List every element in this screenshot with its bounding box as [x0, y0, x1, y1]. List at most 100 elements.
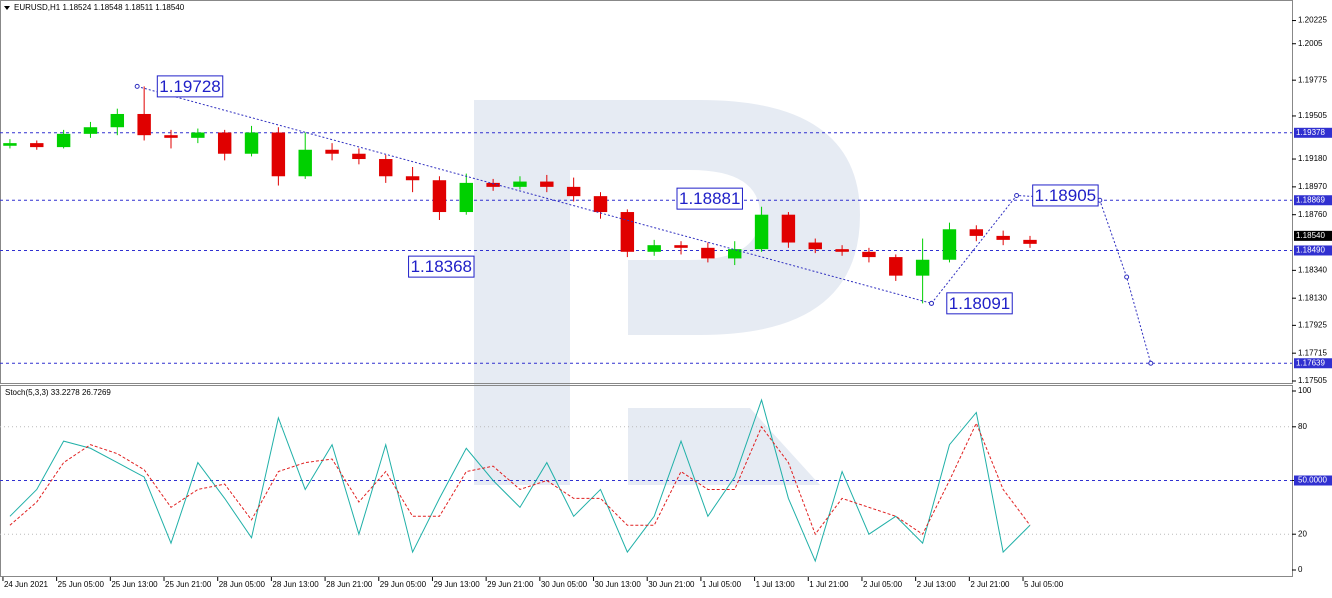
current-price-tag [1294, 230, 1332, 241]
candle-body [379, 159, 393, 177]
x-tick-label: 24 Jun 2021 [4, 580, 49, 589]
trendline-point [134, 83, 140, 89]
forecast-point [928, 300, 934, 306]
candle-body [942, 229, 957, 260]
y-tick-label: 50.0000 [1298, 476, 1327, 485]
candle-body [808, 242, 822, 250]
candle-body [889, 257, 903, 276]
level-label: 1.19378 [1296, 128, 1325, 137]
annotation-label: 1.18905 [1035, 186, 1096, 205]
x-tick-label: 5 Jul 05:00 [1024, 580, 1064, 589]
level-tag [1294, 358, 1332, 369]
menu-arrow [4, 6, 10, 10]
candle-body [271, 132, 286, 177]
candle-body [566, 186, 581, 197]
annotation-box [408, 255, 475, 278]
candle-body [110, 113, 125, 128]
candle-body [30, 143, 44, 148]
candle-body [540, 181, 554, 187]
x-tick-label: 30 Jun 21:00 [648, 580, 695, 589]
x-tick-label: 28 Jun 05:00 [219, 580, 266, 589]
level-tag [1294, 245, 1332, 256]
level-tag [1294, 475, 1332, 486]
x-tick-label: 2 Jul 13:00 [917, 580, 957, 589]
candle-body [593, 196, 608, 213]
candle-body [137, 113, 151, 136]
y-tick-label: 1.20225 [1298, 16, 1327, 25]
candle-body [459, 182, 473, 213]
x-tick-label: 25 Jun 21:00 [165, 580, 212, 589]
candle-body [191, 132, 205, 138]
y-tick-label: 1.19775 [1298, 75, 1327, 84]
x-tick-label: 25 Jun 05:00 [58, 580, 105, 589]
forecast-point [1124, 274, 1130, 280]
candle-body [728, 249, 742, 259]
y-tick-label: 0 [1298, 565, 1303, 574]
stoch-line [9, 421, 1031, 536]
candle-body [647, 245, 661, 252]
candle-body [486, 182, 500, 187]
x-tick-label: 28 Jun 13:00 [272, 580, 319, 589]
y-tick-label: 1.18340 [1298, 265, 1327, 274]
y-tick-label: 1.18760 [1298, 210, 1327, 219]
x-tick-label: 2 Jul 21:00 [970, 580, 1010, 589]
y-tick-label: 1.18130 [1298, 293, 1327, 302]
candle-body [83, 127, 98, 134]
candle-body [701, 247, 715, 259]
candle-body [56, 133, 71, 148]
y-tick-label: 80 [1298, 422, 1307, 431]
candle-body [996, 235, 1010, 240]
x-tick-label: 29 Jun 21:00 [487, 580, 534, 589]
annotation-box [676, 187, 743, 210]
annotation-label: 1.18091 [949, 294, 1010, 313]
y-tick-label: 1.17715 [1298, 348, 1327, 357]
candle-body [513, 181, 527, 187]
y-tick-label: 1.19505 [1298, 111, 1327, 120]
candle-body [164, 135, 178, 138]
forecast-point [1148, 360, 1154, 366]
x-tick-label: 1 Jul 13:00 [756, 580, 796, 589]
price-panel [0, 0, 1293, 384]
candle-body [244, 132, 259, 154]
annotation-box [156, 75, 224, 98]
candle-body [298, 149, 312, 177]
current-price-label: 1.18540 [1296, 231, 1325, 240]
candle-body [405, 176, 420, 181]
y-tick-label: 20 [1298, 529, 1307, 538]
trendline [137, 85, 932, 304]
y-tick-label: 1.19180 [1298, 154, 1327, 163]
level-tag [1294, 195, 1332, 206]
x-tick-label: 1 Jul 05:00 [702, 580, 742, 589]
candle-body [781, 214, 796, 243]
x-tick-label: 25 Jun 13:00 [111, 580, 158, 589]
price-title: EURUSD,H1 1.18524 1.18548 1.18511 1.1854… [14, 3, 185, 12]
candle-body [325, 149, 339, 154]
stoch-line [9, 398, 1031, 563]
level-label: 1.18490 [1296, 246, 1325, 255]
level-tag [1294, 127, 1332, 138]
annotation-label: 1.18368 [411, 257, 472, 276]
x-tick-label: 2 Jul 05:00 [863, 580, 903, 589]
x-tick-label: 29 Jun 05:00 [380, 580, 427, 589]
candle-body [754, 214, 769, 250]
y-tick-label: 100 [1298, 386, 1312, 395]
candle-body [1023, 239, 1037, 244]
level-label: 1.17639 [1296, 358, 1325, 367]
candle-body [969, 229, 984, 236]
candle-body [620, 212, 635, 252]
annotation-box [1032, 184, 1099, 207]
candle-body [352, 153, 366, 160]
x-tick-label: 29 Jun 13:00 [433, 580, 480, 589]
annotation-label: 1.18881 [679, 189, 740, 208]
x-tick-label: 30 Jun 13:00 [595, 580, 642, 589]
annotation-box [946, 292, 1013, 315]
y-tick-label: 1.18970 [1298, 182, 1327, 191]
y-tick-label: 1.2005 [1298, 39, 1323, 48]
annotation-label: 1.19728 [159, 77, 220, 96]
y-tick-label: 1.17505 [1298, 376, 1327, 385]
x-tick-label: 1 Jul 21:00 [809, 580, 849, 589]
candle-body [862, 251, 876, 258]
forecast-point [1014, 192, 1020, 198]
level-label: 1.18869 [1296, 195, 1325, 204]
